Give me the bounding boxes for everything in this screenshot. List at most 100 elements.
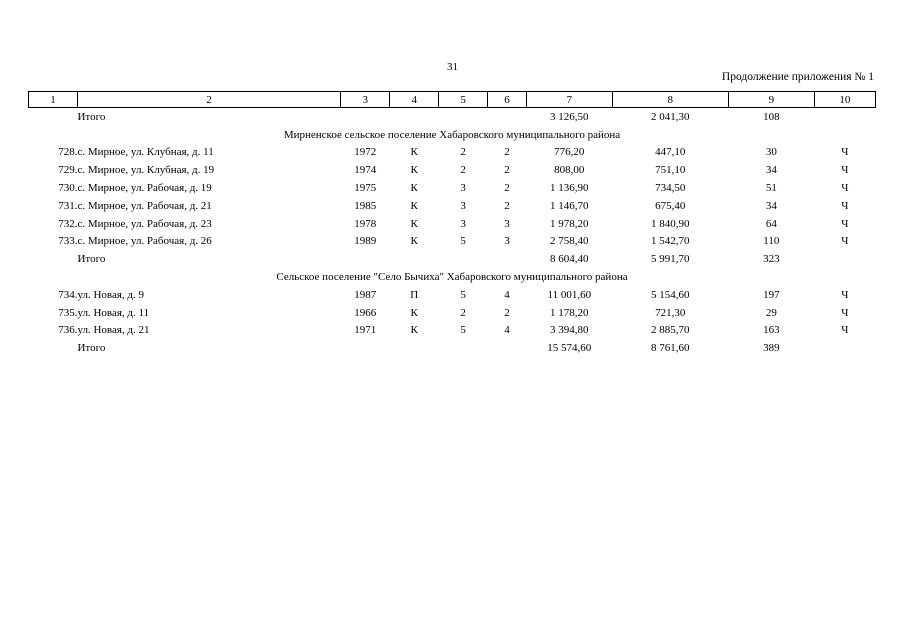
material-cell: [390, 250, 439, 268]
ownership-cell: [814, 250, 875, 268]
row-number-cell: 729.: [58, 164, 78, 177]
living-area-cell: 751,10: [655, 164, 686, 177]
floors-cell: 3: [460, 199, 466, 212]
total-area-cell: 8 604,40: [550, 253, 589, 266]
living-area-cell: 1 840,90: [651, 217, 690, 230]
year-cell: 1989: [354, 235, 377, 248]
table-row: 733. с. Мирное, ул. Рабочая, д. 26 1989 К 5 3…: [29, 233, 876, 251]
entrances-cell: [488, 339, 527, 357]
row-number-cell: 731.: [58, 199, 78, 212]
year-cell: 1978: [354, 217, 377, 230]
entrances-cell: 2: [504, 146, 510, 159]
total-row: Итого 3 126,50 2 041,30 108: [29, 108, 876, 126]
living-area-cell: 675,40: [655, 199, 686, 212]
year-cell: 1972: [354, 146, 377, 159]
living-area-cell: 734,50: [655, 182, 686, 195]
living-area-cell: 2 041,30: [651, 110, 690, 123]
row-number-cell: 733.: [58, 235, 78, 248]
count-cell: 34: [765, 164, 777, 177]
floors-cell: 5: [460, 235, 466, 248]
material-cell: [390, 108, 439, 126]
header-cell-9: 9: [727, 91, 815, 108]
total-row: Итого 8 604,40 5 991,70 323: [29, 250, 876, 268]
floors-cell: 2: [460, 306, 466, 319]
count-cell: 197: [763, 288, 780, 301]
living-area-cell: 2 885,70: [651, 324, 690, 337]
count-cell: 389: [763, 342, 780, 355]
ownership-cell: Ч: [841, 324, 849, 337]
entrances-cell: [488, 250, 527, 268]
row-number-cell: [29, 250, 78, 268]
count-cell: 34: [765, 199, 777, 212]
ownership-cell: Ч: [841, 199, 849, 212]
address-cell: ул. Новая, д. 11: [77, 306, 150, 319]
material-cell: К: [410, 306, 418, 319]
entrances-cell: 2: [504, 199, 510, 212]
entrances-cell: [488, 108, 527, 126]
row-number-cell: [29, 339, 78, 357]
address-cell: с. Мирное, ул. Рабочая, д. 19: [77, 182, 212, 195]
header-cell-1: 1: [28, 91, 78, 108]
header-cell-7: 7: [525, 91, 613, 108]
ownership-cell: [814, 339, 875, 357]
section-title: Сельское поселение "Село Бычиха" Хабаров…: [276, 271, 628, 284]
entrances-cell: 4: [504, 288, 510, 301]
table-body: Итого 3 126,50 2 041,30 108 Мирненское сельс…: [29, 108, 876, 358]
section-title: Мирненское сельское поселение Хабаровско…: [283, 128, 621, 141]
address-cell: с. Мирное, ул. Рабочая, д. 26: [77, 235, 212, 248]
count-cell: 30: [765, 146, 777, 159]
year-cell: 1987: [354, 288, 377, 301]
material-cell: [390, 339, 439, 357]
count-cell: 29: [765, 306, 777, 319]
header-cell-2: 2: [76, 91, 342, 108]
floors-cell: [439, 339, 488, 357]
entrances-cell: 2: [504, 306, 510, 319]
header-cell-6: 6: [487, 91, 527, 108]
count-cell: 64: [765, 217, 777, 230]
living-area-cell: 5 154,60: [651, 288, 690, 301]
ownership-cell: Ч: [841, 288, 849, 301]
row-number-cell: 732.: [58, 217, 78, 230]
count-cell: 108: [763, 110, 780, 123]
total-label: Итого: [77, 342, 106, 355]
year-cell: 1985: [354, 199, 377, 212]
floors-cell: 3: [460, 217, 466, 230]
ownership-cell: [814, 108, 875, 126]
year-cell: [341, 339, 390, 357]
living-area-cell: 8 761,60: [651, 342, 690, 355]
entrances-cell: 2: [504, 182, 510, 195]
material-cell: К: [410, 235, 418, 248]
address-cell: с. Мирное, ул. Рабочая, д. 21: [77, 199, 212, 212]
living-area-cell: 721,30: [655, 306, 686, 319]
ownership-cell: Ч: [841, 217, 849, 230]
header-cell-10: 10: [813, 91, 877, 108]
total-area-cell: 776,20: [554, 146, 585, 159]
entrances-cell: 4: [504, 324, 510, 337]
count-cell: 51: [765, 182, 777, 195]
total-area-cell: 1 136,90: [550, 182, 589, 195]
entrances-cell: 2: [504, 164, 510, 177]
table-row: 730. с. Мирное, ул. Рабочая, д. 19 1975 К 3 2…: [29, 179, 876, 197]
total-area-cell: 11 001,60: [547, 288, 592, 301]
table-row: 731. с. Мирное, ул. Рабочая, д. 21 1985 К 3 2…: [29, 197, 876, 215]
ownership-cell: Ч: [841, 182, 849, 195]
living-area-cell: 5 991,70: [651, 253, 690, 266]
row-number-cell: 730.: [58, 182, 78, 195]
count-cell: 323: [763, 253, 780, 266]
floors-cell: 3: [460, 182, 466, 195]
total-area-cell: 808,00: [554, 164, 585, 177]
year-cell: 1966: [354, 306, 377, 319]
housing-table: 1 2 3 4 5 6 7 8 9 10 Итого 3 126,50 2 041,…: [28, 91, 877, 358]
continuation-note: Продолжение приложения № 1: [721, 71, 874, 83]
total-area-cell: 1 178,20: [550, 306, 589, 319]
floors-cell: [439, 108, 488, 126]
year-cell: 1971: [354, 324, 377, 337]
material-cell: К: [410, 217, 418, 230]
table-row: 735. ул. Новая, д. 11 1966 К 2 2 1 178,20 721,3…: [29, 304, 876, 322]
table-row: 729. с. Мирное, ул. Клубная, д. 19 1974 К 2 2…: [29, 161, 876, 179]
header-cell-3: 3: [340, 91, 391, 108]
header-cell-5: 5: [438, 91, 489, 108]
year-cell: [341, 250, 390, 268]
row-number-cell: 735.: [58, 306, 78, 319]
material-cell: К: [410, 324, 418, 337]
